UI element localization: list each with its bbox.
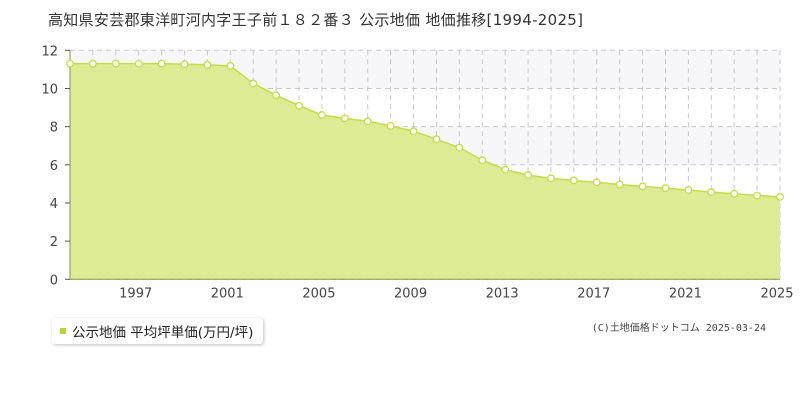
- legend-label: 公示地価 平均坪単価(万円/坪): [72, 325, 254, 341]
- data-point: [638, 182, 647, 191]
- legend-swatch: [60, 328, 66, 334]
- data-point: [776, 192, 784, 201]
- data-point: [684, 186, 693, 194]
- credit: (C)土地価格ドットコム 2025-03-24: [591, 323, 766, 334]
- y-tick-label: 8: [50, 121, 58, 136]
- data-point: [180, 60, 189, 69]
- data-point: [569, 176, 578, 185]
- x-tick-label: 2001: [211, 286, 244, 300]
- data-point: [501, 165, 510, 174]
- data-point: [432, 135, 441, 144]
- x-tick-label: 2013: [486, 286, 519, 300]
- y-tick-label: 4: [50, 197, 58, 212]
- x-tick-label: 2021: [669, 286, 702, 300]
- data-point: [386, 121, 395, 130]
- data-point: [455, 143, 464, 152]
- data-point: [295, 101, 303, 110]
- x-tick-label: 2005: [302, 286, 335, 300]
- chart: 0 2 4 6 8 10 12 1997 2001 2005 2009 2013 2017 2021 202…: [41, 44, 793, 300]
- data-point: [547, 174, 555, 183]
- data-point: [409, 127, 418, 136]
- data-point: [203, 60, 212, 69]
- data-point: [615, 180, 624, 189]
- legend: 公示地価 平均坪単価(万円/坪): [52, 318, 264, 344]
- y-tick-label: 6: [50, 159, 58, 174]
- data-point: [661, 184, 670, 193]
- data-point: [363, 117, 372, 126]
- data-point: [592, 178, 601, 187]
- y-tick-label: 10: [41, 82, 58, 97]
- data-point: [66, 59, 74, 68]
- data-point: [111, 59, 120, 68]
- data-point: [340, 114, 349, 123]
- data-point: [157, 59, 166, 68]
- data-point: [272, 91, 281, 100]
- area-fill: [70, 63, 780, 280]
- x-tick-label: 2025: [760, 286, 793, 300]
- data-point: [226, 61, 235, 70]
- y-tick-label: 2: [50, 235, 58, 250]
- data-point: [88, 59, 97, 68]
- data-point: [707, 188, 716, 197]
- x-tick-label: 2017: [577, 286, 610, 300]
- y-tick-label: 0: [50, 273, 58, 288]
- data-point: [753, 191, 762, 200]
- x-tick-label: 1997: [119, 286, 152, 300]
- y-tick-label: 12: [41, 44, 58, 59]
- data-point: [730, 189, 739, 198]
- data-point: [134, 59, 143, 68]
- x-tick-label: 2009: [394, 286, 427, 300]
- data-point: [317, 111, 326, 119]
- chart-title: 高知県安芸郡東洋町河内字王子前１８２番３ 公示地価 地価推移[1994-2025…: [48, 11, 584, 29]
- data-point: [478, 156, 487, 165]
- data-point: [249, 79, 258, 88]
- data-point: [524, 171, 533, 180]
